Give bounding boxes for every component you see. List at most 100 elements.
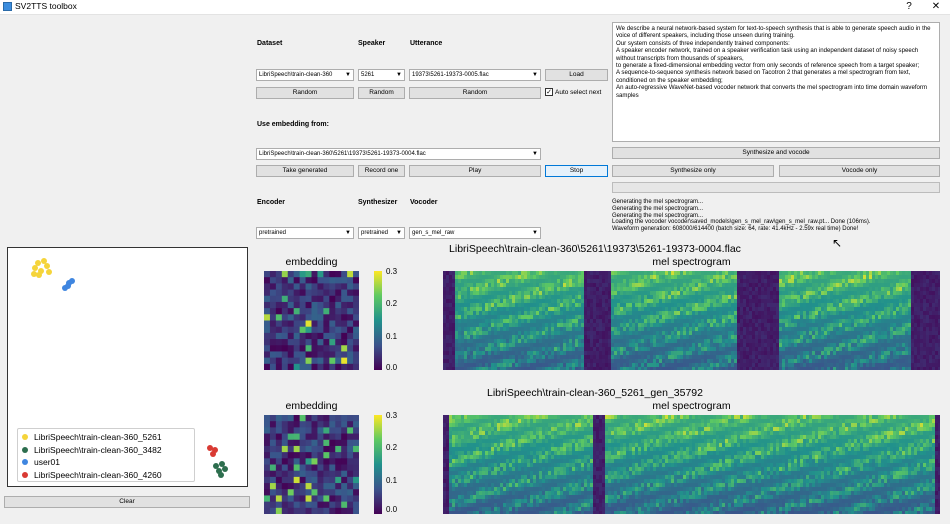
- spectrogram-cell: [905, 351, 909, 356]
- heatmap-cell: [299, 345, 307, 352]
- encoder-select-value: pretrained: [259, 230, 287, 236]
- spectrogram-cell: [563, 331, 567, 336]
- spectrogram-cell: [662, 291, 666, 296]
- spectrogram-cell: [443, 499, 447, 504]
- encoder-select[interactable]: pretrained ▼: [256, 227, 354, 239]
- spectrogram-cell: [896, 367, 900, 370]
- spectrogram-cell: [746, 311, 750, 316]
- synthesizer-select[interactable]: pretrained ▼: [358, 227, 405, 239]
- spectrogram-cell: [749, 331, 753, 336]
- spectrogram-cell: [833, 359, 837, 364]
- heatmap-cell: [311, 289, 318, 297]
- vocode-only-button[interactable]: Vocode only: [779, 165, 940, 177]
- spectrogram-cell: [695, 287, 699, 292]
- spectrogram-cell: [458, 331, 462, 336]
- spectrogram-cell: [878, 279, 882, 284]
- heatmap-cell: [317, 295, 324, 303]
- heatmap-cell: [341, 332, 348, 340]
- spectrogram-cell: [482, 363, 486, 368]
- synthesize-only-button[interactable]: Synthesize only: [612, 165, 774, 177]
- speaker-select[interactable]: 5261 ▼: [358, 69, 405, 81]
- close-button[interactable]: ✕: [931, 1, 941, 12]
- clear-button[interactable]: Clear: [4, 496, 250, 508]
- auto-select-next-checkbox[interactable]: ✓ Auto select next: [545, 88, 601, 96]
- spectrogram-cell: [752, 291, 756, 296]
- play-button[interactable]: Play: [409, 165, 541, 177]
- heatmap-cell: [353, 489, 359, 496]
- spectrogram-cell: [518, 335, 522, 340]
- spectrogram-cell: [710, 359, 714, 364]
- spectrogram-cell: [449, 307, 453, 312]
- spectrogram-cell: [557, 299, 561, 304]
- spectrogram-cell: [842, 299, 846, 304]
- spectrogram-cell: [935, 295, 939, 300]
- spectrogram-cell: [830, 331, 834, 336]
- spectrogram-cell: [917, 319, 921, 324]
- spectrogram-cell: [641, 275, 645, 280]
- spectrogram-cell: [752, 363, 756, 368]
- spectrogram-cell: [701, 275, 705, 280]
- synthesize-and-vocode-button[interactable]: Synthesize and vocode: [612, 147, 940, 159]
- spectrogram-cell: [815, 355, 819, 360]
- spectrogram-cell: [683, 359, 687, 364]
- spectrogram-cell: [860, 271, 864, 276]
- utterance-select[interactable]: 19373\5261-19373-0005.flac ▼: [409, 69, 541, 81]
- spectrogram-cell: [794, 311, 798, 316]
- spectrogram-cell: [917, 347, 921, 352]
- colorbar-tick: 0.1: [386, 332, 398, 341]
- spectrogram-cell: [785, 279, 789, 284]
- spectrogram-cell: [632, 287, 636, 292]
- spectrogram-cell: [605, 331, 609, 336]
- stop-button[interactable]: Stop: [545, 165, 608, 177]
- vocoder-select[interactable]: gen_s_mel_raw ▼: [409, 227, 541, 239]
- embedding-select[interactable]: LibriSpeech\train-clean-360\5261\19373\5…: [256, 148, 541, 160]
- top-spectrogram-title: mel spectrogram: [652, 256, 731, 268]
- heatmap-cell: [311, 445, 318, 453]
- spectrogram-cell: [572, 331, 576, 336]
- heatmap-cell: [311, 489, 318, 496]
- spectrogram-cell: [788, 283, 792, 288]
- random-speaker-button[interactable]: Random: [358, 87, 405, 99]
- spectrogram-cell: [875, 327, 879, 332]
- spectrogram-cell: [767, 283, 771, 288]
- spectrogram-cell: [536, 319, 540, 324]
- top-embedding-title: embedding: [285, 256, 338, 268]
- heatmap-cell: [269, 445, 277, 453]
- spectrogram-cell: [557, 331, 561, 336]
- record-one-button[interactable]: Record one: [358, 165, 405, 177]
- spectrogram-cell: [572, 359, 576, 364]
- spectrogram-cell: [776, 279, 780, 284]
- spectrogram-cell: [698, 335, 702, 340]
- encoder-label: Encoder: [257, 199, 286, 206]
- spectrogram-cell: [722, 283, 726, 288]
- heatmap-cell: [264, 339, 271, 346]
- spectrogram-cell: [494, 363, 498, 368]
- take-generated-button[interactable]: Take generated: [256, 165, 354, 177]
- spectrogram-cell: [533, 347, 537, 352]
- dataset-select[interactable]: LibriSpeech\train-clean-360 ▼: [256, 69, 354, 81]
- spectrogram-cell: [887, 279, 891, 284]
- spectrogram-cell: [806, 287, 810, 292]
- spectrogram-cell: [677, 327, 681, 332]
- spectrogram-cell: [746, 275, 750, 280]
- spectrogram-cell: [674, 291, 678, 296]
- spectrogram-cell: [881, 331, 885, 336]
- spectrogram-cell: [527, 303, 531, 308]
- spectrogram-cell: [458, 487, 462, 492]
- random-utterance-button[interactable]: Random: [409, 87, 541, 99]
- spectrogram-cell: [848, 275, 852, 280]
- load-button[interactable]: Load: [545, 69, 608, 81]
- random-dataset-button[interactable]: Random: [256, 87, 354, 99]
- spectrogram-cell: [878, 311, 882, 316]
- spectrogram-cell: [611, 339, 615, 344]
- scatter-point: [219, 461, 225, 467]
- spectrogram-cell: [554, 367, 558, 370]
- log-output: Generating the mel spectrogram... Genera…: [612, 199, 871, 233]
- spectrogram-cell: [860, 299, 864, 304]
- spectrogram-cell: [551, 291, 555, 296]
- text-input[interactable]: We describe a neural network-based syste…: [612, 22, 940, 142]
- help-button[interactable]: ?: [906, 1, 912, 12]
- spectrogram-cell: [602, 323, 606, 328]
- heatmap-cell: [305, 427, 312, 435]
- spectrogram-cell: [689, 367, 693, 370]
